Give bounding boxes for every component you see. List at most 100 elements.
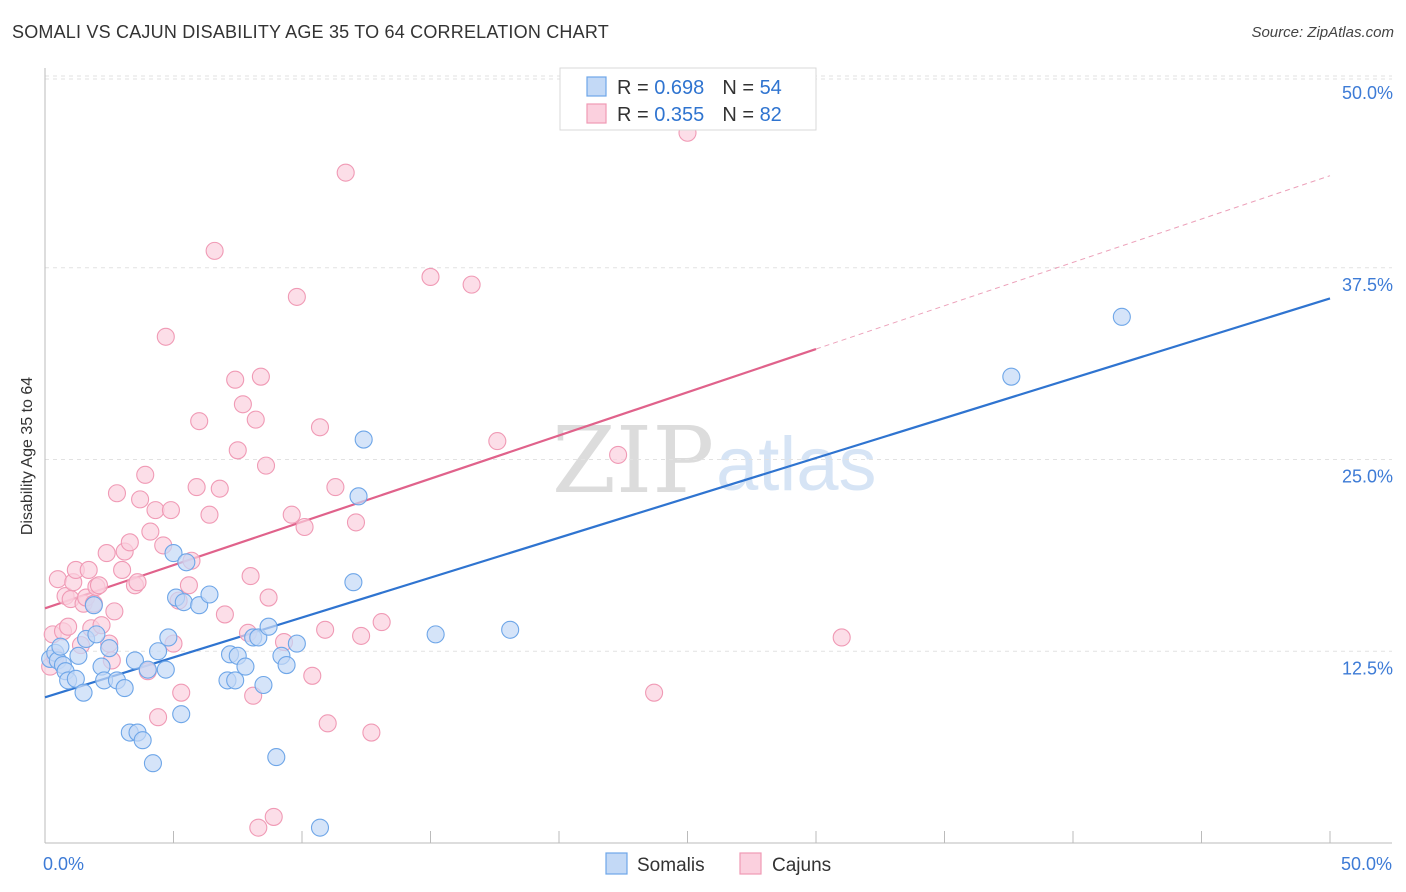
point-cajun: [228, 441, 247, 460]
point-cajun: [264, 807, 283, 826]
point-cajun: [79, 560, 98, 579]
legend-swatch-somali: [586, 76, 607, 97]
point-cajun: [295, 517, 314, 537]
point-somali: [156, 660, 175, 679]
point-somali: [149, 642, 168, 661]
point-cajun: [156, 327, 175, 346]
point-somali: [277, 656, 296, 675]
point-somali: [143, 754, 162, 773]
x-tick-label: 50.0%: [1341, 854, 1392, 874]
point-somali: [125, 651, 144, 670]
point-cajun: [141, 522, 160, 541]
point-somali: [159, 628, 178, 647]
point-cajun: [310, 418, 330, 437]
x-tick-label: 0.0%: [43, 854, 84, 874]
point-cajun: [352, 626, 371, 645]
point-somali: [236, 657, 255, 676]
y-tick-label: 25.0%: [1342, 467, 1393, 487]
point-somali: [138, 660, 157, 679]
point-somali: [100, 639, 119, 658]
point-somali: [66, 669, 85, 688]
bottom-legend-cajun-label: Cajuns: [772, 855, 831, 876]
point-somali: [87, 625, 106, 644]
legend-swatch-cajun: [586, 103, 607, 124]
point-cajun: [146, 501, 165, 520]
legend-somali-n-value: 54: [760, 77, 782, 99]
y-tick-label: 12.5%: [1342, 658, 1393, 678]
legend-somali-n-label: N =: [722, 77, 759, 99]
watermark-zip: ZIP: [552, 407, 714, 514]
point-cajun: [316, 620, 335, 639]
point-cajun: [251, 367, 270, 386]
point-cajun: [336, 163, 355, 182]
point-cajun: [215, 605, 234, 624]
point-cajun: [97, 544, 116, 563]
point-cajun: [120, 533, 139, 552]
point-somali: [74, 683, 93, 702]
point-somali: [1112, 307, 1131, 326]
point-cajun: [241, 567, 260, 586]
point-somali: [69, 646, 88, 665]
legend-cajun-n-label: N =: [722, 104, 759, 126]
point-cajun: [488, 432, 507, 451]
point-somali: [344, 573, 363, 592]
trend-line-somalis: [44, 297, 1331, 699]
point-somali: [226, 671, 245, 690]
point-cajun: [645, 683, 664, 702]
legend-cajun-r-value: 0.355: [654, 104, 704, 126]
point-cajun: [226, 370, 245, 389]
source-label: Source: ZipAtlas.com: [1251, 24, 1394, 41]
point-cajun: [200, 505, 219, 524]
point-cajun: [136, 465, 155, 484]
legend-cajun-r-label: R =: [617, 104, 654, 126]
point-cajun: [59, 617, 78, 636]
bottom-legend-somali-label: Somalis: [637, 855, 705, 876]
point-cajun: [113, 560, 132, 579]
point-somali: [310, 818, 330, 837]
legend-cajun-stats: R = 0.355 N = 82: [617, 104, 782, 126]
point-somali: [354, 430, 373, 449]
legend-cajun-n-value: 82: [760, 104, 782, 126]
trend-line-cajuns-extension: [815, 175, 1331, 350]
point-cajun: [832, 628, 851, 647]
point-somali: [200, 585, 219, 604]
point-cajun: [190, 412, 209, 431]
top-legend: R = 0.698 N = 54 R = 0.355 N = 82: [559, 67, 817, 131]
point-cajun: [303, 666, 322, 685]
point-cajun: [48, 570, 67, 589]
point-cajun: [107, 484, 127, 503]
point-somali: [174, 593, 193, 612]
point-cajun: [149, 708, 168, 727]
bottom-legend-swatch-somali: [605, 852, 628, 875]
tick-labels: 12.5% 25.0% 37.5% 50.0% 0.0% 50.0%: [43, 83, 1393, 874]
point-cajun: [609, 445, 628, 464]
point-cajun: [362, 723, 381, 742]
point-somali: [259, 617, 278, 636]
point-cajun: [233, 395, 252, 414]
point-cajun: [89, 576, 109, 595]
point-somali: [426, 625, 445, 644]
point-somali: [254, 675, 273, 695]
point-somali: [51, 637, 70, 656]
point-cajun: [421, 267, 440, 287]
point-somali: [177, 553, 196, 572]
point-cajun: [346, 513, 366, 532]
bottom-legend-swatch-cajun: [739, 852, 762, 875]
point-somali: [164, 544, 183, 563]
point-somali: [267, 748, 286, 767]
point-cajun: [287, 287, 306, 306]
legend-somali-r-label: R =: [617, 77, 654, 99]
point-cajun: [161, 501, 180, 520]
point-cajun: [282, 505, 301, 524]
point-cajun: [105, 602, 124, 621]
point-cajun: [179, 576, 198, 595]
point-somali: [501, 620, 520, 639]
point-cajun: [210, 479, 229, 498]
point-cajun: [259, 588, 278, 607]
point-cajun: [249, 818, 268, 837]
y-tick-label: 37.5%: [1342, 275, 1393, 295]
axes: [44, 68, 1392, 844]
point-somali: [84, 596, 103, 615]
data-points: [41, 123, 1131, 837]
bottom-legend: Somalis Cajuns: [605, 852, 831, 876]
